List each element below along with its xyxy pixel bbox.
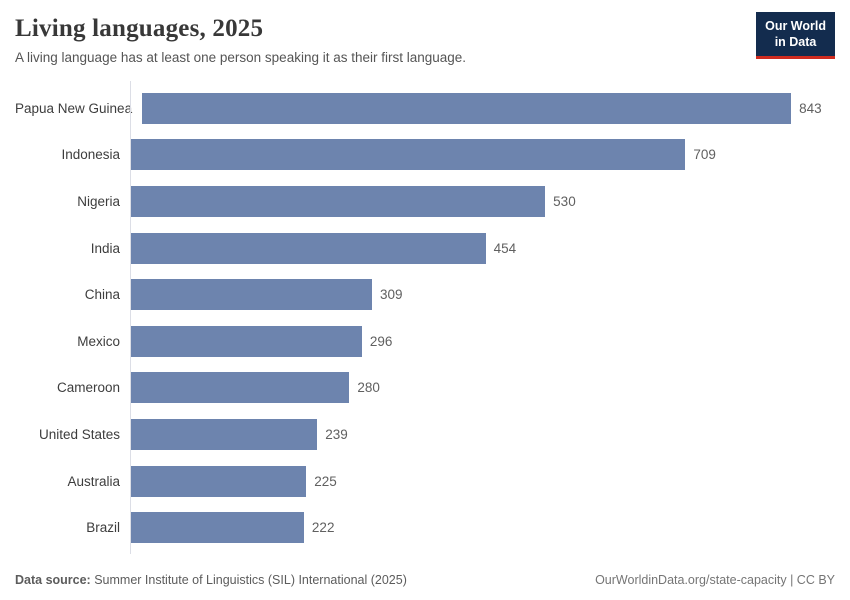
- bar-row: India 454: [15, 225, 835, 272]
- bar: [130, 139, 686, 171]
- header-text: Living languages, 2025 A living language…: [15, 14, 466, 65]
- bar: [130, 465, 307, 497]
- bar-area: 222: [130, 504, 835, 551]
- bar-area: 309: [130, 271, 835, 318]
- bar-row: Cameroon 280: [15, 365, 835, 412]
- bar: [142, 92, 792, 124]
- data-source: Data source: Summer Institute of Linguis…: [15, 573, 407, 587]
- country-label: India: [90, 240, 120, 256]
- bar-area: 454: [130, 225, 835, 272]
- bar-area: 530: [130, 178, 835, 225]
- bar-chart: Papua New Guinea 843 Indonesia 709 Niger…: [15, 81, 835, 554]
- data-source-text: Summer Institute of Linguistics (SIL) In…: [90, 573, 407, 587]
- bar-area: 709: [130, 132, 835, 179]
- chart-footer: Data source: Summer Institute of Linguis…: [15, 573, 835, 587]
- bar-row: Mexico 296: [15, 318, 835, 365]
- bar: [130, 372, 350, 404]
- page-subtitle: A living language has at least one perso…: [15, 50, 467, 65]
- country-label: Papua New Guinea: [15, 100, 133, 116]
- bar-row: Indonesia 709: [15, 132, 835, 179]
- country-label: Nigeria: [77, 193, 120, 209]
- value-label: 222: [311, 520, 335, 536]
- value-label: 280: [357, 380, 380, 396]
- country-label: Brazil: [86, 520, 120, 536]
- value-label: 239: [325, 426, 348, 442]
- country-label: Cameroon: [56, 380, 120, 396]
- bar-row: China 309: [15, 271, 835, 318]
- bar-row: Papua New Guinea 843: [15, 85, 835, 132]
- bar-area: 239: [130, 411, 835, 458]
- bar: [130, 325, 362, 357]
- bar: [130, 185, 546, 217]
- bar-area: 843: [142, 85, 835, 132]
- value-label: 454: [493, 240, 517, 256]
- bar: [130, 232, 486, 264]
- bar: [130, 512, 304, 544]
- country-label: Indonesia: [61, 147, 120, 163]
- citation-link: OurWorldinData.org/state-capacity | CC B…: [595, 573, 835, 587]
- owid-logo: Our World in Data: [756, 12, 835, 59]
- bar-row: United States 239: [15, 411, 835, 458]
- country-label: China: [84, 287, 120, 303]
- owid-logo-line1: Our World: [765, 19, 826, 33]
- value-label: 225: [314, 473, 337, 489]
- y-axis-line: [130, 81, 131, 554]
- bar-row: Nigeria 530: [15, 178, 835, 225]
- value-label: 709: [693, 147, 716, 163]
- country-label: Mexico: [77, 333, 120, 349]
- bar-area: 280: [130, 365, 835, 412]
- bar-area: 296: [130, 318, 835, 365]
- bar-row: Brazil 222: [15, 504, 835, 551]
- bar-area: 225: [130, 458, 835, 505]
- bar: [130, 418, 318, 450]
- country-label: Australia: [67, 473, 120, 489]
- country-label: United States: [38, 426, 120, 442]
- data-source-label: Data source:: [15, 573, 91, 587]
- bar: [130, 279, 373, 311]
- bar-row: Australia 225: [15, 458, 835, 505]
- value-label: 309: [380, 287, 403, 303]
- owid-logo-line2: in Data: [774, 35, 817, 50]
- value-label: 530: [553, 193, 576, 209]
- value-label: 296: [369, 333, 393, 349]
- chart-header: Living languages, 2025 A living language…: [15, 12, 835, 65]
- value-label: 843: [799, 100, 822, 116]
- page-title: Living languages, 2025: [15, 15, 264, 42]
- bar-rows: Papua New Guinea 843 Indonesia 709 Niger…: [15, 85, 835, 551]
